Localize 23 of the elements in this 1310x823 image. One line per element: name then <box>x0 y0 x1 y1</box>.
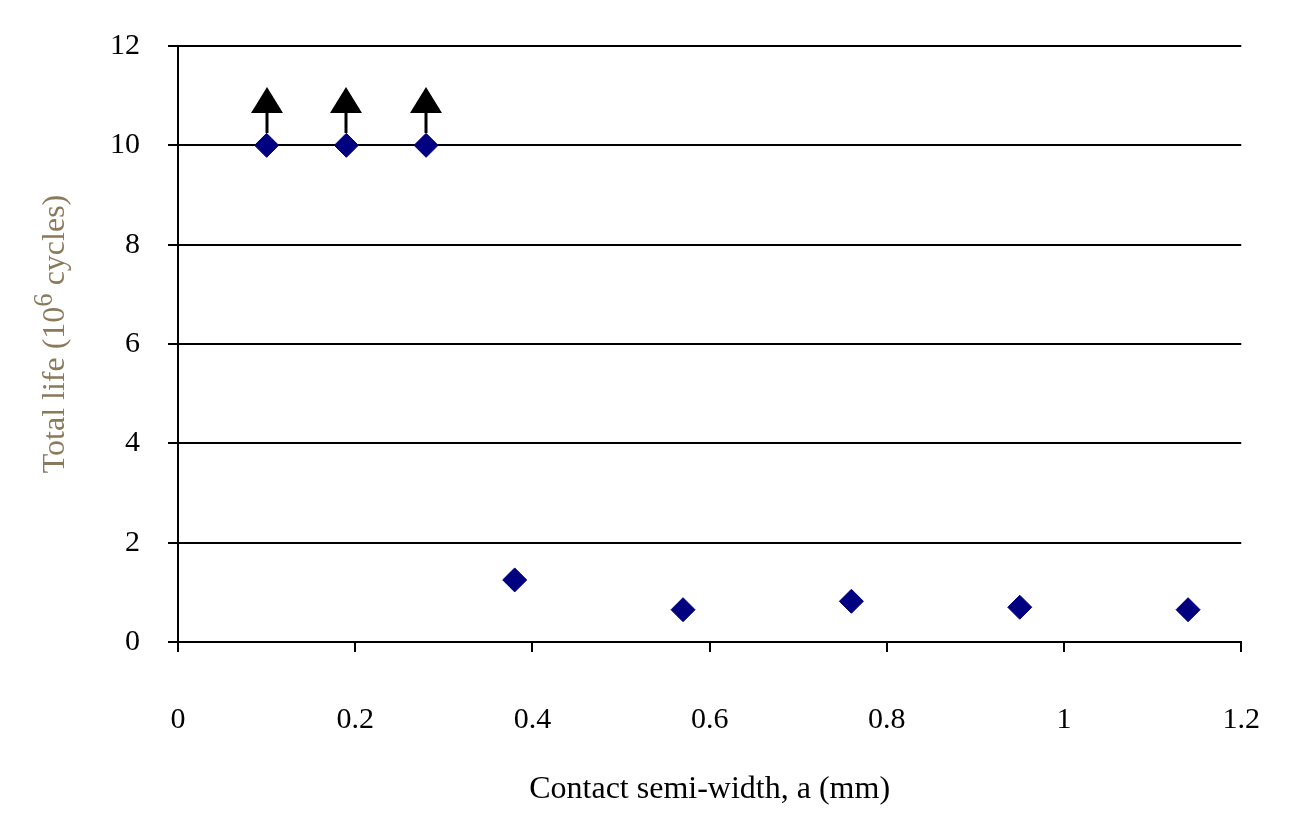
point <box>838 588 864 614</box>
y-tick-label: 8 <box>125 225 140 259</box>
y-tick-label: 4 <box>125 424 140 458</box>
x-tick-label: 0 <box>170 700 186 734</box>
x-tick-label: 0.2 <box>336 700 374 734</box>
x-tick-label: 1.2 <box>1222 700 1260 734</box>
point <box>1007 594 1033 620</box>
x-tick-label: 0.4 <box>513 700 552 734</box>
y-tick-label: 6 <box>125 324 140 358</box>
point <box>1175 597 1201 623</box>
point <box>670 597 696 623</box>
point <box>333 132 359 158</box>
x-tick-label: 0.6 <box>690 700 729 734</box>
x-tick-label: 0.8 <box>868 700 906 734</box>
y-tick-label: 2 <box>125 523 140 557</box>
y-tick-label: 10 <box>110 126 140 160</box>
point <box>502 567 528 593</box>
y-tick-label: 0 <box>125 622 140 656</box>
point <box>413 132 439 158</box>
y-tick-label: 12 <box>110 26 140 60</box>
x-axis-title: Contact semi-width, a (mm) <box>529 769 891 806</box>
point <box>254 132 280 158</box>
x-tick-label: 1 <box>1056 700 1072 734</box>
